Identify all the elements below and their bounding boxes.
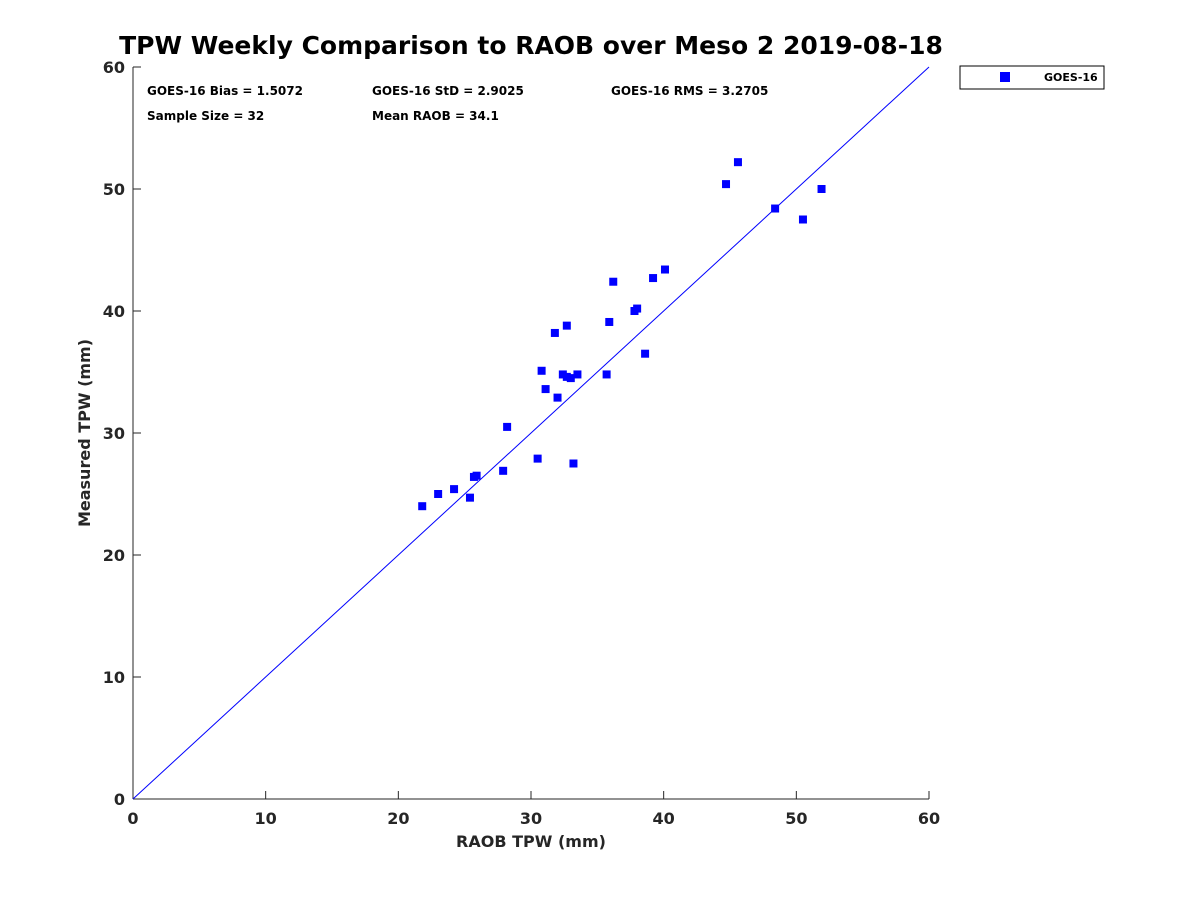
data-point xyxy=(573,370,582,379)
y-tick-label: 20 xyxy=(103,546,125,565)
data-point xyxy=(550,328,559,337)
x-tick-label: 30 xyxy=(520,809,542,828)
data-point xyxy=(562,321,571,330)
plot-area: 0 10 20 30 40 50 60 0 10 20 30 40 50 60 xyxy=(103,58,940,828)
data-point xyxy=(537,366,546,375)
y-tick-label: 10 xyxy=(103,668,125,687)
data-point xyxy=(465,493,474,502)
data-point xyxy=(541,385,550,394)
data-point xyxy=(450,485,459,494)
stat-bias: GOES-16 Bias = 1.5072 xyxy=(147,84,303,98)
data-point xyxy=(771,204,780,213)
legend-marker-goes-16 xyxy=(1000,72,1010,82)
data-point xyxy=(660,265,669,274)
data-point xyxy=(649,274,658,283)
y-axis-label: Measured TPW (mm) xyxy=(75,339,94,527)
data-point xyxy=(733,158,742,167)
data-point xyxy=(553,393,562,402)
data-point xyxy=(798,215,807,224)
data-point xyxy=(472,471,481,480)
data-point xyxy=(641,349,650,358)
y-tick-label: 0 xyxy=(114,790,125,809)
x-tick-label: 60 xyxy=(918,809,940,828)
y-tick-label: 30 xyxy=(103,424,125,443)
y-tick-label: 60 xyxy=(103,58,125,77)
x-axis-label: RAOB TPW (mm) xyxy=(456,832,606,851)
data-point xyxy=(566,374,575,383)
data-point xyxy=(533,454,542,463)
data-point xyxy=(569,459,578,468)
legend-label-goes-16: GOES-16 xyxy=(1044,71,1098,84)
x-tick-label: 0 xyxy=(127,809,138,828)
data-point xyxy=(817,185,826,193)
legend-box xyxy=(959,65,1105,90)
one-to-one-line xyxy=(132,66,930,800)
stat-rms: GOES-16 RMS = 3.2705 xyxy=(611,84,768,98)
data-point xyxy=(602,370,611,379)
legend: GOES-16 xyxy=(959,65,1105,90)
data-point xyxy=(418,502,427,511)
x-tick-label: 20 xyxy=(387,809,409,828)
data-point xyxy=(499,466,508,475)
data-point xyxy=(633,304,642,313)
y-tick-label: 40 xyxy=(103,302,125,321)
x-tick-label: 40 xyxy=(653,809,675,828)
x-tick-label: 10 xyxy=(255,809,277,828)
chart-title: TPW Weekly Comparison to RAOB over Meso … xyxy=(119,31,943,60)
data-point xyxy=(609,277,618,286)
y-tick-label: 50 xyxy=(103,180,125,199)
data-point xyxy=(434,490,443,498)
stat-sample-size: Sample Size = 32 xyxy=(147,109,264,123)
stat-std: GOES-16 StD = 2.9025 xyxy=(372,84,524,98)
x-tick-label: 50 xyxy=(785,809,807,828)
stat-mean-raob: Mean RAOB = 34.1 xyxy=(372,109,499,123)
data-point xyxy=(605,317,614,326)
data-point xyxy=(722,180,731,189)
data-point xyxy=(503,422,512,431)
